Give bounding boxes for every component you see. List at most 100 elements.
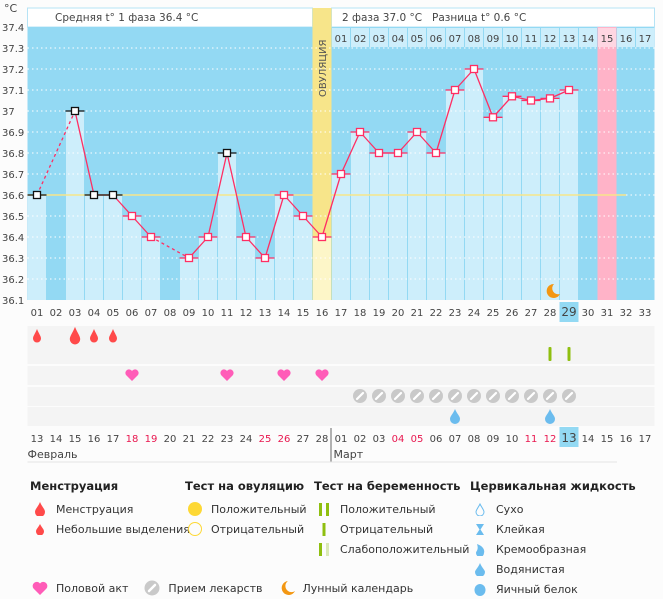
calendar-date: 25	[259, 434, 272, 445]
cycle-day-label: 03	[69, 308, 82, 319]
luteal-day-cell	[484, 28, 502, 47]
temperature-point	[431, 148, 441, 158]
heart-icon	[315, 369, 329, 381]
luteal-day-label: 02	[354, 34, 367, 45]
legend-label: Отрицательный	[211, 522, 305, 536]
temperature-line	[226, 152, 247, 238]
temperature-bar	[408, 132, 426, 300]
calendar-date: 15	[601, 434, 614, 445]
temperature-bar	[85, 195, 103, 300]
temperature-point	[507, 92, 517, 101]
pregnancy-test-icon	[567, 347, 571, 361]
pill-stripe	[374, 391, 384, 401]
bbt-chart: °C 37.4 37.3 37.2 37.1 37 36.9 36.8 36.7 36.6 36.5…	[2, 2, 655, 463]
temperature-bar	[142, 237, 160, 300]
legend-other: Половой акт Прием лекарств Лунный календ…	[30, 578, 413, 598]
cycle-day-label: 17	[335, 308, 348, 319]
temperature-line	[264, 194, 285, 259]
calendar-date: 28	[316, 434, 329, 445]
month-label-mar: Март	[334, 448, 364, 461]
temperature-bar	[66, 111, 84, 300]
cycle-day-label: 33	[639, 308, 652, 319]
pill-icon	[142, 580, 162, 596]
cycle-day-label: 18	[354, 308, 367, 319]
calendar-date: 08	[468, 434, 481, 445]
legend-label: Слабоположительный	[340, 542, 470, 556]
y-tick-label: 36.8	[2, 149, 24, 160]
luteal-day-cell	[579, 28, 597, 47]
luteal-day-label: 14	[582, 34, 595, 45]
temperature-point	[355, 127, 365, 137]
temperature-line	[321, 173, 342, 238]
luteal-day-label: 17	[639, 34, 652, 45]
legend-label: Клейкая	[496, 522, 545, 536]
calendar-date: 02	[354, 434, 367, 445]
legend-label: Лунный календарь	[302, 581, 414, 595]
temperature-point	[298, 211, 308, 221]
luteal-day-label: 11	[525, 34, 538, 45]
temperature-bar	[370, 153, 388, 300]
y-tick-label: 36.6	[2, 191, 24, 202]
temperature-line	[435, 89, 456, 154]
y-tick-label: 36.9	[2, 128, 24, 139]
y-unit: °C	[4, 2, 18, 15]
pill-stripe	[393, 391, 403, 401]
heart-icon	[125, 369, 139, 381]
temperature-point	[32, 190, 42, 200]
temperature-line	[207, 152, 228, 238]
cycle-day-label: 09	[183, 308, 196, 319]
temperature-difference: Разница t° 0.6 °C	[432, 12, 526, 24]
cycle-day-label: 22	[430, 308, 443, 319]
temperature-bar	[237, 237, 255, 300]
temperature-point	[260, 253, 270, 263]
luteal-day-cell	[465, 28, 483, 47]
calendar-date: 09	[487, 434, 500, 445]
calendar-date: 03	[373, 434, 386, 445]
sticky-icon	[470, 523, 490, 536]
cycle-day-label: 28	[544, 308, 557, 319]
y-tick-label: 36.3	[2, 254, 24, 265]
small-blood-drop-icon	[33, 329, 41, 343]
symptom-row	[27, 387, 655, 406]
cycle-day-label: 24	[468, 308, 481, 319]
symptom-row	[27, 326, 655, 345]
temperature-point	[317, 232, 327, 242]
one-line-icon	[314, 522, 334, 536]
calendar-date: 19	[145, 434, 158, 445]
legend-label: Небольшие выделения	[56, 522, 190, 536]
expected-period-column	[597, 27, 617, 300]
calendar-date: 01	[335, 434, 348, 445]
cycle-day-label: 06	[126, 308, 139, 319]
calendar-date: 13	[561, 431, 576, 445]
cycle-day-label: 15	[297, 308, 310, 319]
luteal-day-label: 06	[430, 34, 443, 45]
cycle-day-label: 07	[145, 308, 158, 319]
legend-ovulation-test: Тест на овуляцию Положительный Отрицател…	[185, 479, 307, 539]
cycle-day-label: 26	[506, 308, 519, 319]
luteal-day-label: 08	[468, 34, 481, 45]
moon-icon	[546, 283, 560, 298]
luteal-day-cell	[370, 28, 388, 47]
temperature-bar	[389, 153, 407, 300]
pill-stripe	[355, 391, 365, 401]
calendar-date: 05	[411, 434, 424, 445]
luteal-day-cell	[427, 28, 445, 47]
watery-icon	[545, 409, 555, 424]
temperature-bar	[199, 237, 217, 300]
y-tick-label: 36.4	[2, 233, 24, 244]
pill-stripe	[488, 391, 498, 401]
luteal-day-label: 07	[449, 34, 462, 45]
temperature-point	[108, 190, 118, 200]
watery-icon	[470, 562, 490, 576]
heart-icon	[30, 581, 50, 595]
calendar-date: 14	[50, 434, 63, 445]
creamy-icon	[470, 543, 490, 556]
pill-stripe	[526, 391, 536, 401]
y-tick-label: 37.2	[2, 65, 24, 76]
luteal-day-label: 05	[411, 34, 424, 45]
blood-drop-icon	[69, 326, 81, 345]
calendar-date: 17	[639, 434, 652, 445]
legend-label: Водянистая	[496, 562, 565, 576]
watery-icon	[450, 409, 460, 424]
calendar-date: 11	[525, 434, 538, 445]
